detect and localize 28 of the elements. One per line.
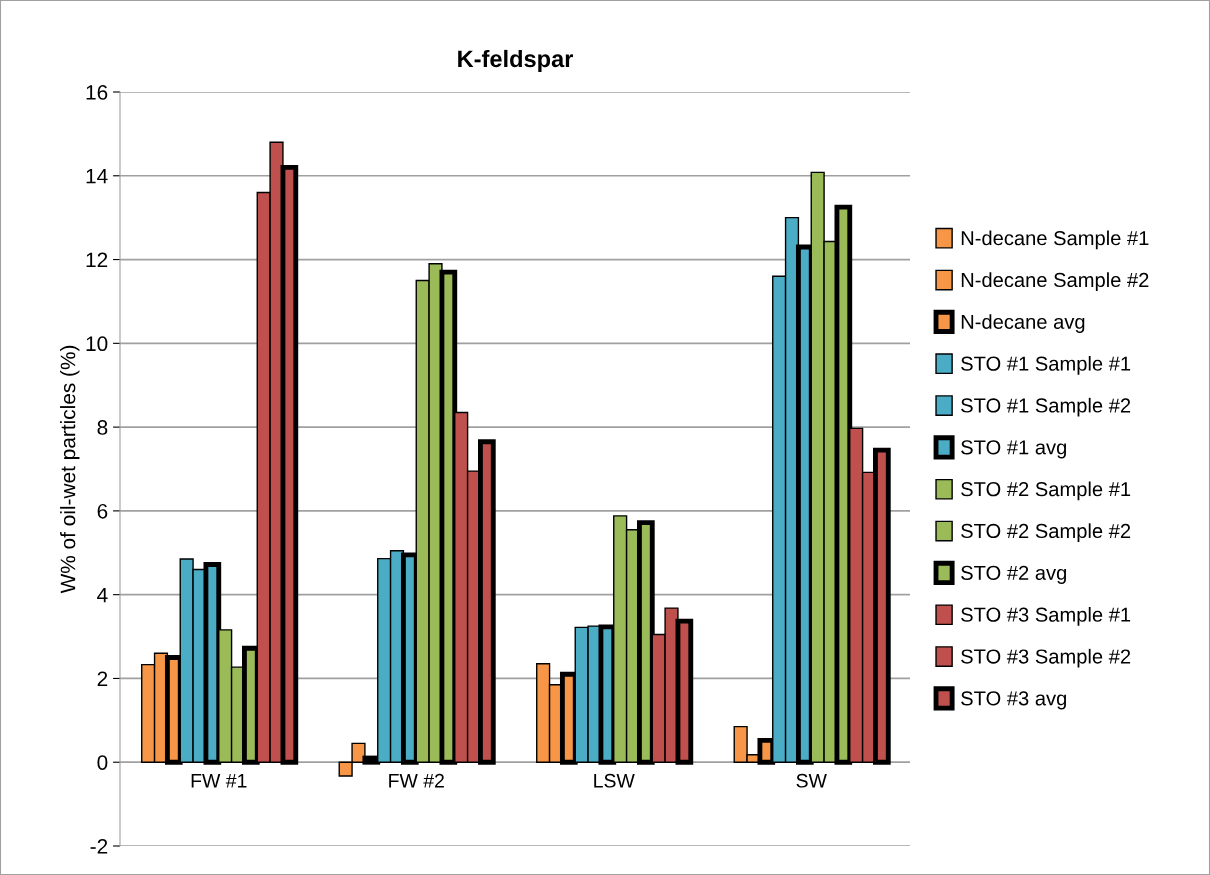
legend-label: STO #3 avg xyxy=(961,691,1066,710)
legend-label: STO #1 Sample #2 xyxy=(961,397,1131,417)
legend-label: N-decane avg xyxy=(961,314,1085,333)
y-tick-label: 14 xyxy=(86,168,108,184)
chart-title: K-feldspar xyxy=(458,49,574,72)
x-tick-label: LSW xyxy=(594,773,635,788)
y-tick-label: 0 xyxy=(97,755,108,770)
legend-label: N-decane Sample #2 xyxy=(961,272,1149,292)
legend-label: STO #1 Sample #1 xyxy=(961,355,1131,375)
legend-label: STO #1 avg xyxy=(961,440,1066,459)
y-tick-label: -2 xyxy=(90,839,108,854)
legend-label: STO #2 Sample #1 xyxy=(961,481,1131,501)
y-tick-label: 8 xyxy=(97,420,108,435)
y-tick-label: 6 xyxy=(97,503,108,519)
legend-label: STO #3 Sample #2 xyxy=(961,648,1131,668)
y-axis-title: W% of oil-wet particles (%) xyxy=(60,345,80,594)
x-tick-label: FW #1 xyxy=(191,774,247,788)
y-tick-label: 12 xyxy=(86,252,108,268)
legend-label: STO #2 Sample #2 xyxy=(961,523,1131,543)
y-tick-label: 16 xyxy=(86,85,108,100)
legend-label: N-decane Sample #1 xyxy=(961,230,1149,250)
y-tick-label: 2 xyxy=(97,671,108,686)
y-tick-label: 10 xyxy=(86,336,108,352)
legend-label: STO #2 avg xyxy=(961,565,1066,584)
x-tick-label: FW #2 xyxy=(389,773,444,788)
legend-label: STO #3 Sample #1 xyxy=(961,607,1131,626)
y-tick-label: 4 xyxy=(97,587,108,603)
x-tick-label: SW xyxy=(796,773,827,788)
